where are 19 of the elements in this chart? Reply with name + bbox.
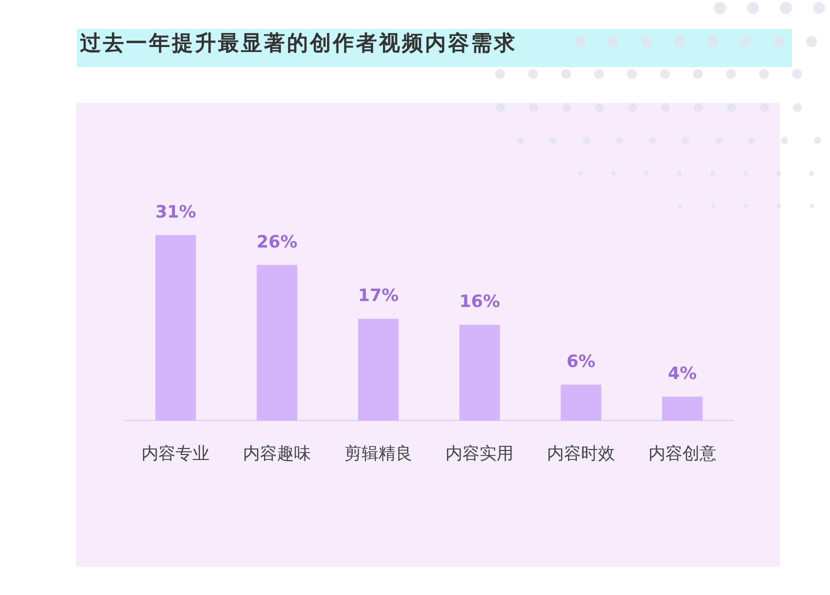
x-tick-label: 内容趣味 bbox=[243, 444, 311, 464]
data-label: 17% bbox=[358, 286, 399, 306]
data-label: 26% bbox=[256, 232, 298, 252]
data-label: 16% bbox=[459, 292, 500, 312]
x-tick-label: 内容专业 bbox=[142, 444, 210, 464]
x-tick-label: 内容创意 bbox=[648, 444, 716, 464]
x-tick-label: 内容时效 bbox=[547, 444, 615, 464]
data-label: 4% bbox=[668, 364, 697, 384]
bar bbox=[155, 234, 196, 421]
bar bbox=[560, 384, 602, 421]
x-tick-label: 内容实用 bbox=[446, 444, 514, 464]
bar bbox=[662, 396, 703, 421]
chart-title: 过去一年提升最显著的创作者视频内容需求 bbox=[80, 30, 517, 57]
bar bbox=[358, 318, 399, 421]
bar bbox=[256, 264, 298, 421]
data-label: 6% bbox=[566, 352, 596, 372]
x-tick-label: 剪辑精良 bbox=[344, 444, 412, 464]
data-label: 31% bbox=[155, 202, 196, 222]
bar bbox=[459, 324, 500, 421]
